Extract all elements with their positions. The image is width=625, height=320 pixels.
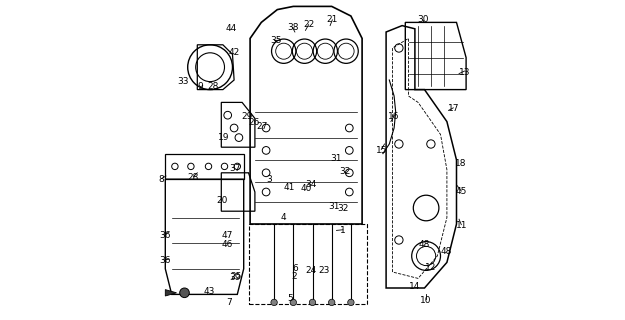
Text: 18: 18 xyxy=(454,159,466,168)
Text: 25: 25 xyxy=(231,272,242,281)
Circle shape xyxy=(348,299,354,306)
Text: 20: 20 xyxy=(217,196,228,204)
Text: 4: 4 xyxy=(280,213,286,222)
Circle shape xyxy=(309,299,316,306)
Text: 6: 6 xyxy=(292,264,297,273)
Circle shape xyxy=(329,299,335,306)
Text: 9: 9 xyxy=(197,82,202,91)
Text: 31: 31 xyxy=(328,202,340,211)
Text: 48: 48 xyxy=(441,247,452,256)
Text: 14: 14 xyxy=(409,282,420,291)
Text: 10: 10 xyxy=(421,296,432,305)
Text: 30: 30 xyxy=(417,15,429,24)
Text: 24: 24 xyxy=(305,266,316,275)
Text: 32: 32 xyxy=(338,204,349,212)
Text: 7: 7 xyxy=(226,298,232,307)
Text: 45: 45 xyxy=(456,188,467,196)
Text: 5: 5 xyxy=(288,294,293,303)
Text: 39: 39 xyxy=(229,273,241,282)
Polygon shape xyxy=(165,290,176,296)
Text: 41: 41 xyxy=(284,183,295,192)
Text: 35: 35 xyxy=(270,36,281,44)
Text: 36: 36 xyxy=(159,256,171,265)
Text: 37: 37 xyxy=(229,164,241,172)
Text: 34: 34 xyxy=(305,180,317,188)
Text: 44: 44 xyxy=(225,24,236,33)
Text: 8: 8 xyxy=(159,175,164,184)
Text: 47: 47 xyxy=(222,231,233,240)
Text: 42: 42 xyxy=(229,48,240,57)
Text: 27: 27 xyxy=(256,122,268,131)
Text: 43: 43 xyxy=(204,287,215,296)
Text: 12: 12 xyxy=(424,263,436,272)
Text: 28: 28 xyxy=(188,173,199,182)
Text: 40: 40 xyxy=(301,184,312,193)
Text: 19: 19 xyxy=(217,133,229,142)
Text: 29: 29 xyxy=(241,112,252,121)
Text: 46: 46 xyxy=(222,240,233,249)
Text: 21: 21 xyxy=(327,15,338,24)
Text: 36: 36 xyxy=(159,231,171,240)
Text: 16: 16 xyxy=(388,112,400,121)
Text: 28: 28 xyxy=(207,82,218,91)
Text: 1: 1 xyxy=(340,226,346,235)
Text: 22: 22 xyxy=(303,20,314,28)
Text: 13: 13 xyxy=(459,68,470,76)
Text: 11: 11 xyxy=(456,221,467,230)
Text: 26: 26 xyxy=(249,118,260,127)
Text: 38: 38 xyxy=(287,23,298,32)
Circle shape xyxy=(271,299,278,306)
Text: 32: 32 xyxy=(339,167,350,176)
Text: 31: 31 xyxy=(330,154,341,163)
Text: 23: 23 xyxy=(318,266,329,275)
Text: 17: 17 xyxy=(448,104,459,113)
Text: 15: 15 xyxy=(376,146,387,155)
Text: 2: 2 xyxy=(291,272,297,281)
Text: 3: 3 xyxy=(266,175,272,184)
Circle shape xyxy=(290,299,296,306)
Circle shape xyxy=(180,288,189,298)
Text: 33: 33 xyxy=(177,77,189,86)
Text: 48: 48 xyxy=(418,240,429,249)
